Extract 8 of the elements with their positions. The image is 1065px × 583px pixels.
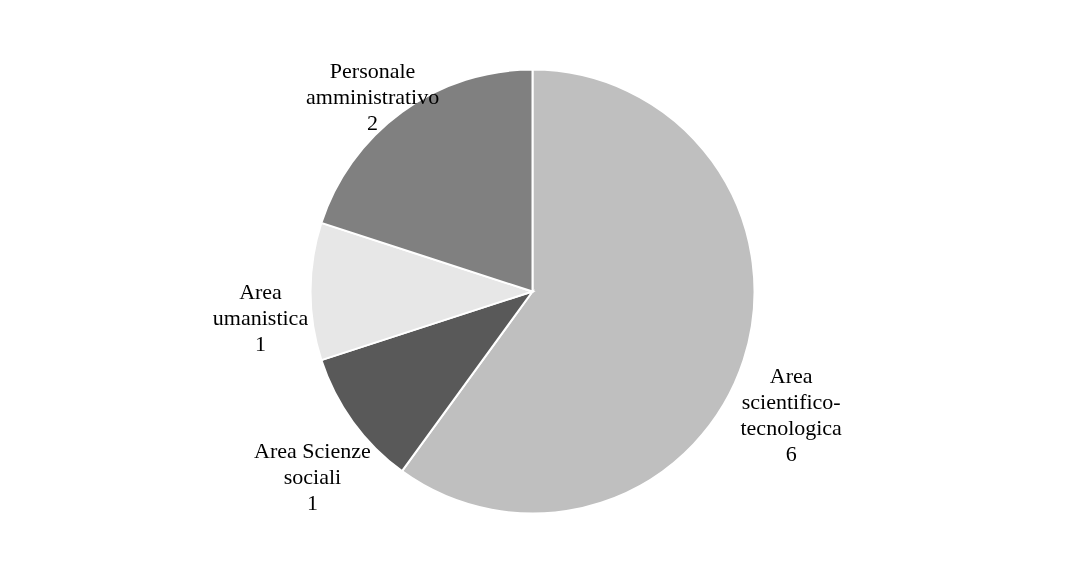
data-label: 6 [785,440,797,466]
slice-label: Area scientifico-tecnologica [740,362,843,440]
data-label: 1 [255,330,266,356]
data-label: 1 [306,490,318,516]
slice-label: Personale amministrativo [306,58,440,110]
data-label: 2 [367,110,379,136]
slice-label: Area Scienze sociali [254,438,371,490]
slice-label: Area umanistica [212,278,309,330]
